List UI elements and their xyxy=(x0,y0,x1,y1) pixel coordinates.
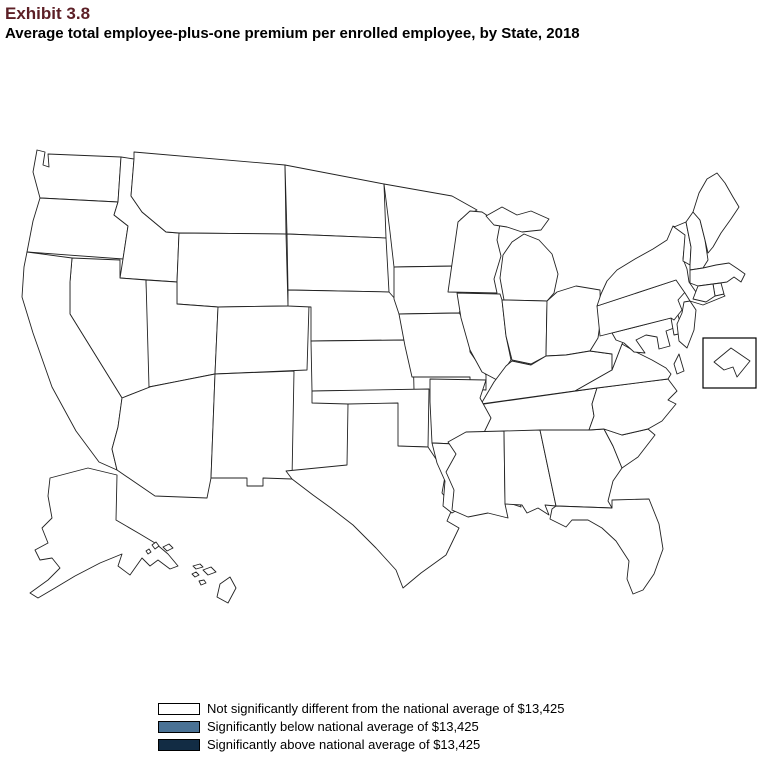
state-washington xyxy=(32,149,122,203)
state-mississippi xyxy=(445,430,509,519)
state-wyoming xyxy=(176,232,289,308)
state-oregon xyxy=(26,197,129,260)
state-new-jersey xyxy=(676,300,697,349)
exhibit-number: Exhibit 3.8 xyxy=(5,4,91,23)
legend-row-above: Significantly above national average of … xyxy=(158,737,564,752)
state-hawaii-big-island xyxy=(216,576,237,604)
state-ohio xyxy=(545,285,602,357)
map-legend: Not significantly different from the nat… xyxy=(158,701,564,752)
state-michigan-upper-peninsula xyxy=(485,206,550,233)
legend-label-above: Significantly above national average of … xyxy=(207,737,481,752)
legend-row-below: Significantly below national average of … xyxy=(158,719,564,734)
state-montana xyxy=(130,151,287,235)
state-hawaii-maui xyxy=(202,566,217,576)
state-maine xyxy=(692,172,740,254)
state-hawaii-oahu xyxy=(162,543,174,552)
exhibit-title: Average total employee-plus-one premium … xyxy=(5,25,580,42)
state-hawaii-kauai xyxy=(151,541,160,550)
exhibit-header: Exhibit 3.8 Average total employee-plus-… xyxy=(5,3,580,44)
legend-swatch-below xyxy=(158,720,200,733)
state-connecticut xyxy=(692,283,716,303)
state-district-of-columbia xyxy=(713,347,751,378)
state-kansas xyxy=(310,339,415,392)
legend-swatch-above xyxy=(158,738,200,751)
state-hawaii-lanai xyxy=(191,571,200,578)
state-texas xyxy=(285,402,460,589)
state-north-dakota xyxy=(284,164,387,239)
state-hawaii-kahoolawe xyxy=(198,579,207,586)
state-virginia-eastern-shore xyxy=(673,353,685,375)
state-south-dakota xyxy=(286,233,390,293)
state-north-carolina xyxy=(588,378,678,436)
legend-label-not-different: Not significantly different from the nat… xyxy=(207,701,565,716)
state-florida xyxy=(549,498,664,595)
state-alaska xyxy=(29,467,179,599)
state-michigan xyxy=(499,233,559,302)
legend-swatch-not-different xyxy=(158,702,200,715)
state-new-york xyxy=(596,225,726,307)
state-colorado xyxy=(214,304,310,375)
legend-row-not-different: Not significantly different from the nat… xyxy=(158,701,564,716)
state-hawaii-molokai xyxy=(192,563,204,570)
state-wisconsin xyxy=(447,210,502,294)
legend-label-below: Significantly below national average of … xyxy=(207,719,479,734)
state-new-mexico xyxy=(210,370,295,487)
state-hawaii-niihau xyxy=(145,548,152,555)
